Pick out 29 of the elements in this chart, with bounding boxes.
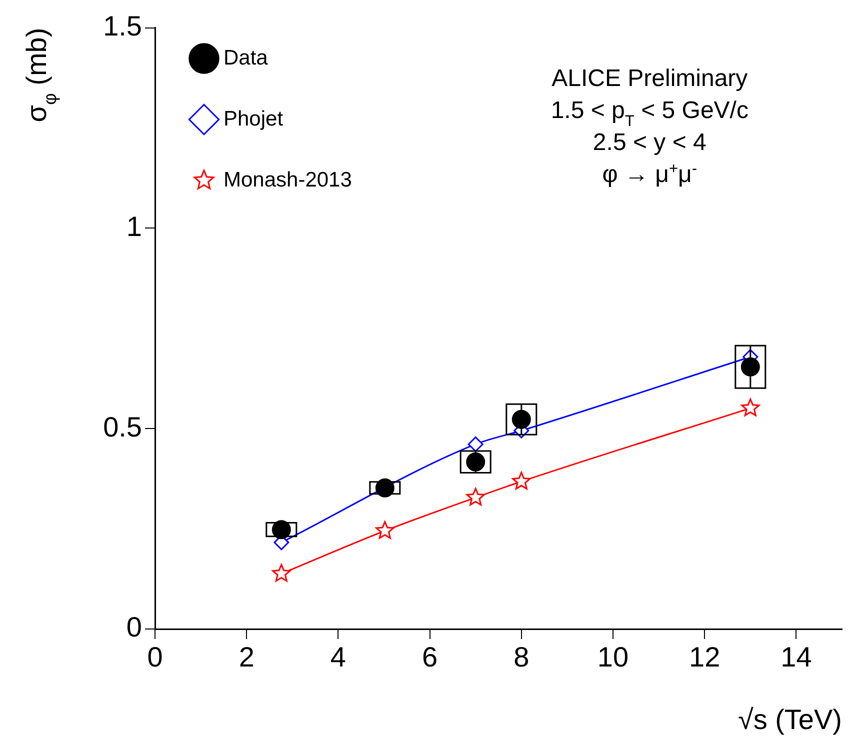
x-tick-label: 8 <box>514 642 530 673</box>
y-tick-label: 1.5 <box>103 10 142 42</box>
x-tick-label: 4 <box>330 642 346 673</box>
point <box>506 403 538 436</box>
legend-label: Phojet <box>224 107 284 130</box>
x-tick-label: 14 <box>780 642 812 673</box>
y-tick-label: 0.5 <box>103 411 142 442</box>
point <box>460 450 492 474</box>
point <box>512 472 531 490</box>
legend-label: Data <box>224 46 268 70</box>
annotation: 2.5 < y < 4 <box>592 128 706 156</box>
y-tick-label: 0 <box>126 612 142 643</box>
point <box>734 344 766 389</box>
point <box>468 436 484 452</box>
x-tick-label: 12 <box>689 642 720 673</box>
y-tick-label: 1 <box>126 210 142 242</box>
point <box>272 564 291 582</box>
legend-label: Monash-2013 <box>224 168 352 192</box>
y-axis-title: σφ (mb) <box>21 28 60 122</box>
annotation: φ → μ+μ- <box>602 160 698 188</box>
point <box>376 521 394 539</box>
x-tick-label: 2 <box>238 642 254 673</box>
point <box>466 488 485 506</box>
point <box>741 398 760 416</box>
x-tick-label: 6 <box>422 642 438 673</box>
x-axis-title: √s (TeV) <box>738 704 842 735</box>
x-tick-label: 0 <box>147 642 163 673</box>
annotation: ALICE Preliminary <box>552 64 748 92</box>
x-tick-label: 10 <box>597 642 629 673</box>
